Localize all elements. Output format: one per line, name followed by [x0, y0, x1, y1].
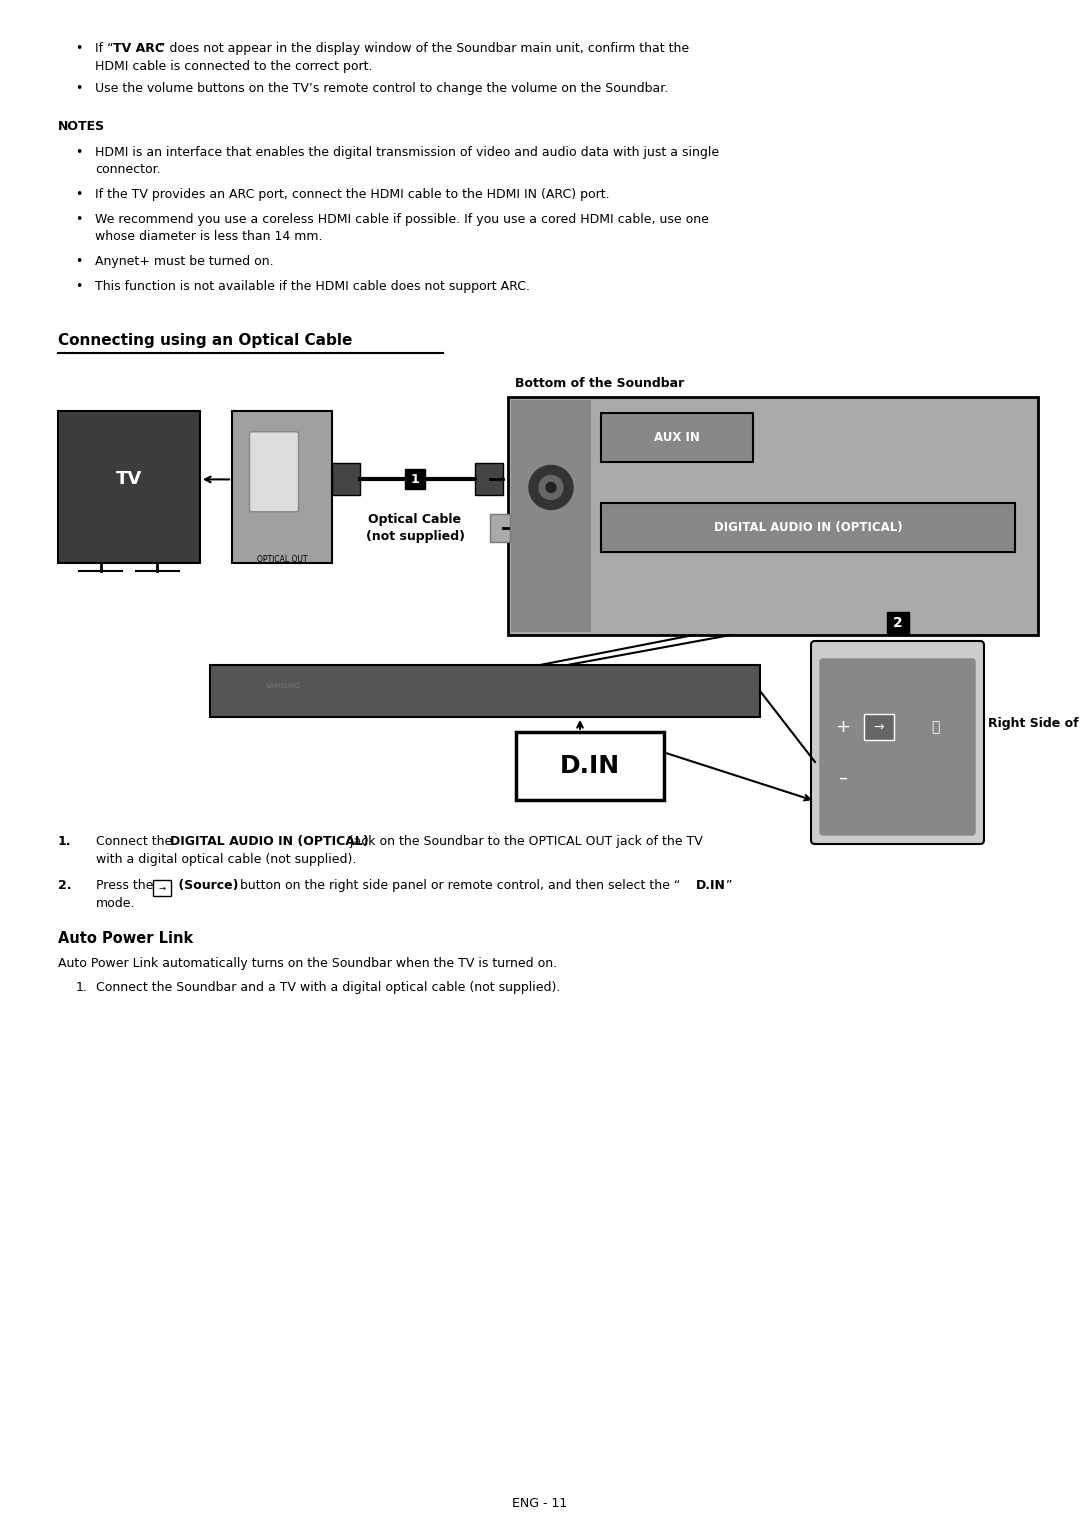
Text: 1.: 1. [76, 980, 87, 994]
Text: Auto Power Link automatically turns on the Soundbar when the TV is turned on.: Auto Power Link automatically turns on t… [58, 958, 557, 970]
Text: Connect the: Connect the [96, 835, 176, 849]
Text: D.IN: D.IN [559, 754, 620, 778]
Text: Anynet+ must be turned on.: Anynet+ must be turned on. [95, 254, 273, 268]
Circle shape [529, 466, 573, 510]
Text: (Source): (Source) [174, 879, 239, 892]
Text: connector.: connector. [95, 162, 161, 176]
Text: AUX IN: AUX IN [654, 430, 700, 444]
Text: (not supplied): (not supplied) [365, 530, 464, 544]
Text: mode.: mode. [96, 898, 135, 910]
Circle shape [539, 475, 563, 499]
Text: →: → [874, 720, 885, 734]
FancyBboxPatch shape [600, 502, 1015, 552]
Text: Auto Power Link: Auto Power Link [58, 931, 193, 945]
Text: 1.: 1. [58, 835, 71, 849]
Text: Press the: Press the [96, 879, 158, 892]
Text: Bottom of the Soundbar: Bottom of the Soundbar [515, 377, 685, 391]
Text: jack on the Soundbar to the OPTICAL OUT jack of the TV: jack on the Soundbar to the OPTICAL OUT … [346, 835, 703, 849]
FancyBboxPatch shape [232, 411, 332, 562]
Text: Connecting using an Optical Cable: Connecting using an Optical Cable [58, 332, 352, 348]
Text: ENG - 11: ENG - 11 [512, 1497, 568, 1511]
Text: •: • [75, 83, 82, 95]
Text: TV: TV [116, 470, 143, 489]
FancyBboxPatch shape [516, 732, 664, 800]
Text: 2: 2 [893, 616, 903, 630]
FancyBboxPatch shape [332, 463, 360, 495]
Text: •: • [75, 213, 82, 227]
Text: ” does not appear in the display window of the Soundbar main unit, confirm that : ” does not appear in the display window … [159, 41, 689, 55]
Text: If the TV provides an ARC port, connect the HDMI cable to the HDMI IN (ARC) port: If the TV provides an ARC port, connect … [95, 188, 609, 201]
Text: Use the volume buttons on the TV’s remote control to change the volume on the So: Use the volume buttons on the TV’s remot… [95, 83, 669, 95]
Text: •: • [75, 41, 82, 55]
Text: •: • [75, 188, 82, 201]
FancyBboxPatch shape [820, 659, 975, 835]
Text: ”: ” [726, 879, 732, 892]
Circle shape [546, 483, 556, 492]
Text: This function is not available if the HDMI cable does not support ARC.: This function is not available if the HD… [95, 280, 530, 293]
Text: ⏻: ⏻ [931, 720, 940, 734]
FancyBboxPatch shape [210, 665, 760, 717]
FancyBboxPatch shape [887, 611, 908, 634]
Text: Right Side of the Soundbar: Right Side of the Soundbar [988, 717, 1080, 729]
Text: SAMSUNG: SAMSUNG [265, 683, 300, 689]
Text: HDMI is an interface that enables the digital transmission of video and audio da: HDMI is an interface that enables the di… [95, 146, 719, 159]
Text: with a digital optical cable (not supplied).: with a digital optical cable (not suppli… [96, 853, 356, 866]
Text: •: • [75, 280, 82, 293]
FancyBboxPatch shape [58, 411, 200, 562]
Text: •: • [75, 146, 82, 159]
FancyBboxPatch shape [511, 400, 591, 633]
Text: 2.: 2. [58, 879, 71, 892]
Text: DIGITAL AUDIO IN (OPTICAL): DIGITAL AUDIO IN (OPTICAL) [170, 835, 368, 849]
Text: OPTICAL OUT: OPTICAL OUT [257, 555, 307, 564]
Text: NOTES: NOTES [58, 119, 105, 133]
Text: whose diameter is less than 14 mm.: whose diameter is less than 14 mm. [95, 230, 323, 244]
Text: •: • [75, 254, 82, 268]
FancyBboxPatch shape [490, 513, 510, 541]
Text: D.IN: D.IN [696, 879, 726, 892]
Text: We recommend you use a coreless HDMI cable if possible. If you use a cored HDMI : We recommend you use a coreless HDMI cab… [95, 213, 708, 227]
Text: –: – [838, 769, 848, 786]
Text: HDMI cable is connected to the correct port.: HDMI cable is connected to the correct p… [95, 60, 373, 74]
FancyBboxPatch shape [475, 463, 503, 495]
Text: Optical Cable: Optical Cable [368, 513, 461, 527]
FancyBboxPatch shape [405, 469, 426, 489]
Text: →: → [159, 884, 165, 893]
FancyBboxPatch shape [153, 879, 171, 896]
FancyBboxPatch shape [811, 640, 984, 844]
Text: +: + [836, 719, 851, 735]
Text: If “: If “ [95, 41, 113, 55]
Text: 1: 1 [410, 473, 419, 486]
FancyBboxPatch shape [600, 414, 753, 463]
FancyBboxPatch shape [864, 714, 894, 740]
Text: Connect the Soundbar and a TV with a digital optical cable (not supplied).: Connect the Soundbar and a TV with a dig… [96, 980, 561, 994]
Text: TV ARC: TV ARC [113, 41, 164, 55]
Text: DIGITAL AUDIO IN (OPTICAL): DIGITAL AUDIO IN (OPTICAL) [714, 521, 902, 535]
FancyBboxPatch shape [508, 397, 1038, 634]
Text: button on the right side panel or remote control, and then select the “: button on the right side panel or remote… [237, 879, 680, 892]
FancyBboxPatch shape [249, 432, 298, 512]
